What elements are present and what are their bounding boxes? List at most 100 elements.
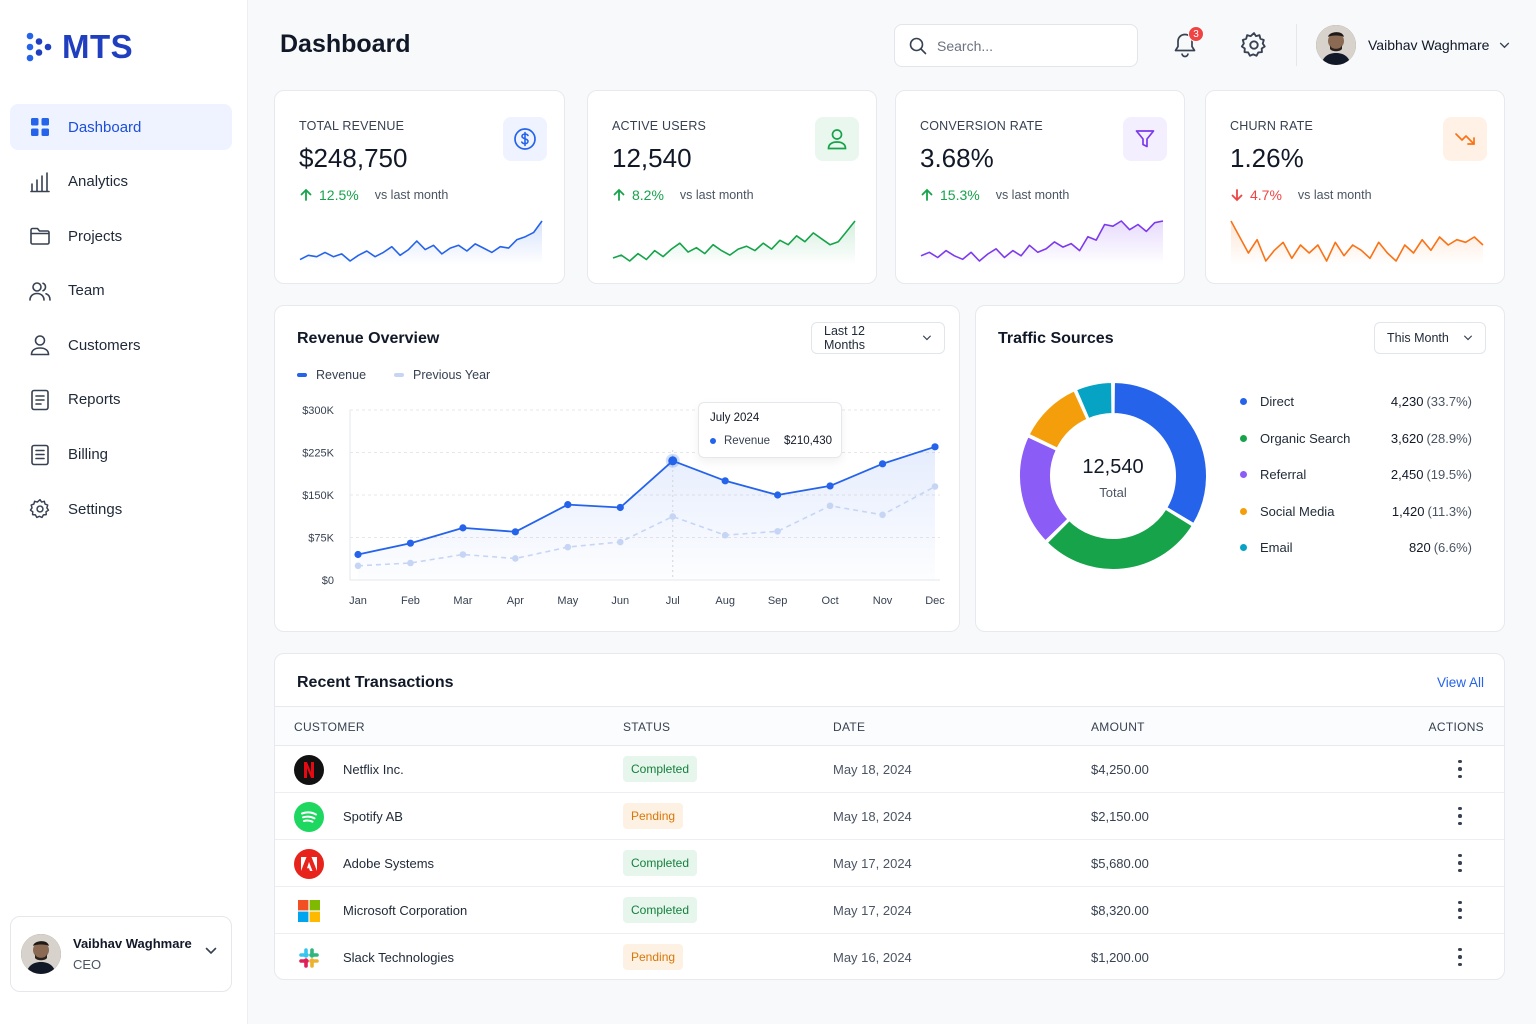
previous-year-point[interactable] bbox=[931, 483, 939, 490]
chevron-down-icon bbox=[1500, 42, 1510, 48]
legend-dot bbox=[1240, 507, 1247, 515]
previous-year-point[interactable] bbox=[407, 559, 414, 567]
transaction-amount: $2,150.00 bbox=[1091, 809, 1149, 824]
legend-dot bbox=[1240, 544, 1247, 551]
transaction-date: May 18, 2024 bbox=[833, 762, 912, 777]
row-actions-kebab-icon[interactable] bbox=[1452, 946, 1468, 968]
traffic-source-name: Social Media bbox=[1260, 503, 1335, 519]
sidebar-user-card[interactable]: Vaibhav Waghmare CEO bbox=[10, 916, 232, 992]
row-actions-kebab-icon[interactable] bbox=[1452, 758, 1468, 780]
team-icon bbox=[28, 279, 52, 303]
donut-slice-social-media[interactable] bbox=[1027, 389, 1089, 451]
revenue-point[interactable] bbox=[826, 482, 834, 490]
x-tick-label: Mar bbox=[453, 595, 472, 607]
kpi-change: 8.2% vs last month bbox=[612, 187, 754, 203]
traffic-legend: Direct 4,230 (33.7%) Organic Search 3,62… bbox=[1240, 392, 1472, 575]
series-line-revenue bbox=[357, 445, 936, 556]
previous-year-point[interactable] bbox=[354, 562, 362, 570]
donut-slice-email[interactable] bbox=[1074, 380, 1114, 421]
sidebar-item-dashboard[interactable]: Dashboard bbox=[10, 104, 232, 150]
traffic-title: Traffic Sources bbox=[998, 330, 1114, 347]
table-row[interactable]: Netflix Inc. Completed May 18, 2024 $4,2… bbox=[275, 746, 1504, 793]
previous-year-point[interactable] bbox=[669, 513, 677, 520]
donut-slice-direct[interactable] bbox=[1112, 380, 1208, 526]
revenue-point[interactable] bbox=[774, 491, 782, 499]
table-row[interactable]: Microsoft Corporation Completed May 17, … bbox=[275, 887, 1504, 934]
row-actions-kebab-icon[interactable] bbox=[1452, 852, 1468, 874]
table-row[interactable]: Spotify AB Pending May 18, 2024 $2,150.0… bbox=[275, 793, 1504, 840]
sparkline-line bbox=[299, 220, 543, 262]
traffic-range-select[interactable]: This Month bbox=[1374, 322, 1486, 354]
traffic-sources-panel: Traffic Sources This Month bbox=[975, 305, 1505, 632]
table-row[interactable]: Adobe Systems Completed May 17, 2024 $5,… bbox=[275, 840, 1504, 887]
header-user-menu[interactable]: Vaibhav Waghmare bbox=[1316, 24, 1510, 66]
revenue-point[interactable] bbox=[721, 477, 729, 485]
legend-label-revenue: Revenue bbox=[316, 368, 367, 382]
legend-dot bbox=[1240, 434, 1247, 442]
transaction-amount: $1,200.00 bbox=[1091, 950, 1149, 965]
revenue-point[interactable] bbox=[406, 539, 415, 547]
search-box[interactable] bbox=[894, 24, 1138, 67]
revenue-point[interactable] bbox=[878, 460, 887, 468]
x-tick-label: Dec bbox=[925, 595, 945, 607]
revenue-point[interactable] bbox=[459, 524, 467, 532]
previous-year-point[interactable] bbox=[721, 531, 729, 539]
sidebar-item-label: Team bbox=[68, 282, 105, 300]
column-header-amount[interactable]: AMOUNT bbox=[1091, 720, 1145, 734]
sidebar-item-customers[interactable]: Customers bbox=[10, 322, 232, 368]
revenue-point-highlight[interactable] bbox=[668, 456, 678, 466]
sidebar-item-reports[interactable]: Reports bbox=[10, 377, 232, 423]
chevron-down-icon bbox=[1463, 335, 1472, 341]
column-header-date[interactable]: DATE bbox=[833, 720, 866, 734]
adobe-logo-icon bbox=[294, 849, 324, 879]
previous-year-point[interactable] bbox=[879, 511, 886, 519]
brand-logo[interactable]: MTS bbox=[26, 28, 133, 66]
revenue-range-select[interactable]: Last 12 Months bbox=[811, 322, 945, 354]
conversion-sparkline bbox=[920, 220, 1164, 265]
arrow-up-icon bbox=[921, 188, 933, 201]
sidebar-item-settings[interactable]: Settings bbox=[10, 486, 232, 532]
row-actions-kebab-icon[interactable] bbox=[1452, 805, 1468, 827]
page-title: Dashboard bbox=[280, 30, 411, 58]
previous-year-point[interactable] bbox=[774, 527, 781, 535]
sidebar-item-team[interactable]: Team bbox=[10, 268, 232, 314]
column-header-customer[interactable]: CUSTOMER bbox=[294, 720, 365, 734]
previous-year-point[interactable] bbox=[616, 538, 624, 546]
x-tick-label: Jan bbox=[349, 595, 367, 607]
revenue-point[interactable] bbox=[511, 528, 519, 536]
sidebar-item-projects[interactable]: Projects bbox=[10, 213, 232, 259]
notification-badge: 3 bbox=[1188, 26, 1204, 42]
donut-slice-referral[interactable] bbox=[1018, 434, 1070, 543]
y-tick-label: $75K bbox=[308, 533, 334, 545]
previous-year-point[interactable] bbox=[459, 551, 467, 558]
revenue-point[interactable] bbox=[616, 503, 624, 512]
revenue-point[interactable] bbox=[931, 443, 939, 451]
sidebar-item-label: Reports bbox=[68, 391, 121, 409]
chart-tooltip: July 2024 Revenue $210,430 bbox=[698, 402, 842, 458]
sparkline-area bbox=[1231, 221, 1483, 265]
row-actions-kebab-icon[interactable] bbox=[1452, 899, 1468, 921]
tooltip-value: $210,430 bbox=[784, 435, 832, 447]
previous-year-point[interactable] bbox=[564, 543, 572, 551]
sidebar-item-analytics[interactable]: Analytics bbox=[10, 159, 232, 205]
revenue-point[interactable] bbox=[354, 550, 362, 559]
arrow-up-icon bbox=[300, 188, 312, 201]
previous-year-point[interactable] bbox=[826, 502, 834, 510]
sidebar-item-billing[interactable]: Billing bbox=[10, 432, 232, 478]
settings-gear-icon[interactable] bbox=[1240, 31, 1268, 59]
traffic-source-value: 2,450 bbox=[1390, 467, 1424, 482]
header-divider bbox=[1296, 24, 1297, 66]
traffic-row-referral: Referral 2,450 (19.5%) bbox=[1240, 465, 1472, 484]
view-all-link[interactable]: View All bbox=[1436, 675, 1484, 690]
column-header-status[interactable]: STATUS bbox=[623, 720, 671, 734]
sparkline-area bbox=[300, 221, 542, 265]
search-input[interactable] bbox=[937, 37, 1117, 54]
revenue-point[interactable] bbox=[564, 501, 572, 509]
status-badge: Pending bbox=[623, 944, 684, 970]
donut-slice-organic-search[interactable] bbox=[1045, 507, 1195, 571]
status-badge: Completed bbox=[623, 897, 698, 923]
user-icon bbox=[827, 129, 847, 150]
sidebar-item-label: Dashboard bbox=[68, 118, 142, 136]
previous-year-point[interactable] bbox=[512, 555, 519, 562]
table-row[interactable]: Slack Technologies Pending May 16, 2024 … bbox=[275, 934, 1504, 979]
